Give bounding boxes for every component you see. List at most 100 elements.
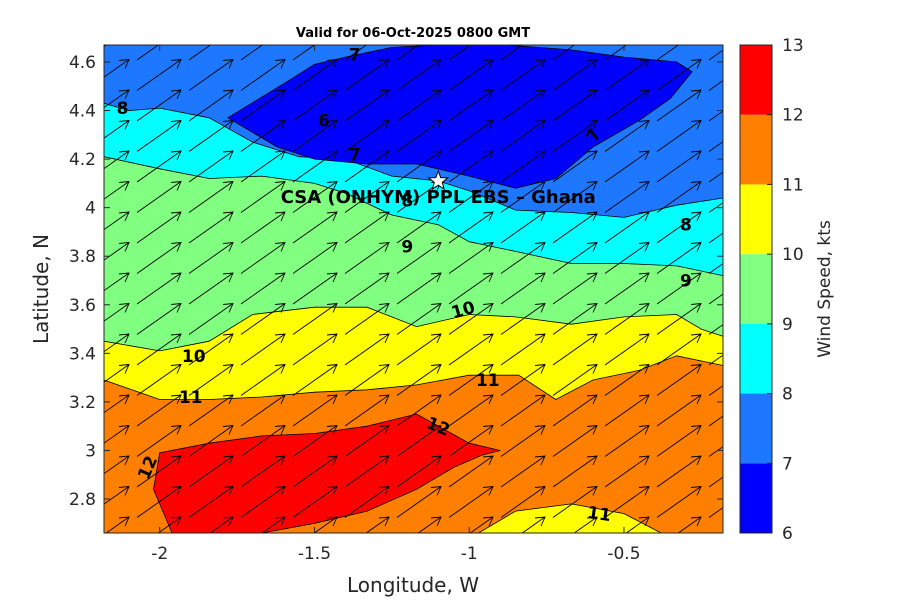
wind-vector-142 bbox=[708, 232, 723, 244]
wind-vector-74 bbox=[552, 363, 598, 396]
y-axis-ticks: 2.8 3 3.2 3.4 3.6 3.8 4 4.2 4.4 4.6 bbox=[69, 53, 723, 510]
wind-vector-91 bbox=[104, 302, 130, 322]
wind-vector-77 bbox=[708, 385, 723, 396]
wind-vector-18 bbox=[344, 485, 390, 518]
x-tick-label-2: -1 bbox=[461, 544, 478, 564]
wind-vector-151 bbox=[500, 180, 546, 213]
wind-vector-186 bbox=[292, 89, 338, 122]
wind-vector-131 bbox=[136, 211, 182, 244]
wind-vector-26 bbox=[104, 455, 130, 475]
wind-vector-210 bbox=[188, 45, 212, 61]
wind-vector-102 bbox=[656, 302, 702, 335]
wind-vector-95 bbox=[292, 302, 338, 335]
wind-vector-29 bbox=[240, 455, 286, 488]
wind-vector-107 bbox=[240, 272, 286, 305]
wind-vector-89 bbox=[656, 333, 702, 366]
wind-vector-60 bbox=[500, 394, 546, 427]
wind-vector-35 bbox=[552, 455, 598, 488]
chart-title: Valid for 06-Oct-2025 0800 GMT bbox=[296, 26, 530, 41]
wind-vector-137 bbox=[448, 211, 494, 244]
wind-vector-15 bbox=[188, 485, 234, 518]
wind-vector-213 bbox=[344, 45, 368, 61]
wind-vector-130 bbox=[104, 211, 130, 231]
wind-vector-27 bbox=[136, 455, 182, 488]
wind-vector-117 bbox=[104, 241, 130, 261]
wind-vector-79 bbox=[136, 333, 182, 366]
wind-vector-99 bbox=[500, 302, 546, 335]
wind-vector-17 bbox=[292, 485, 338, 518]
wind-vector-81 bbox=[240, 333, 286, 366]
wind-vector-98 bbox=[448, 302, 494, 335]
wind-vector-104 bbox=[104, 272, 130, 292]
wind-vector-70 bbox=[344, 363, 390, 396]
wind-vector-166 bbox=[604, 150, 650, 183]
wind-vector-55 bbox=[240, 394, 286, 427]
wind-vector-152 bbox=[552, 180, 598, 213]
wind-vector-169 bbox=[104, 119, 130, 139]
x-axis-label: Longitude, W bbox=[347, 573, 479, 597]
wind-vector-101 bbox=[604, 302, 650, 335]
wind-vector-56 bbox=[292, 394, 338, 427]
wind-vector-216 bbox=[500, 45, 524, 61]
wind-vector-61 bbox=[552, 394, 598, 427]
wind-vector-73 bbox=[500, 363, 546, 396]
wind-vector-50 bbox=[656, 424, 702, 457]
wind-vector-63 bbox=[656, 394, 702, 427]
wind-vector-86 bbox=[500, 333, 546, 366]
wind-vector-197 bbox=[188, 58, 234, 91]
wind-vector-156 bbox=[104, 150, 130, 170]
wind-vector-120 bbox=[240, 241, 286, 274]
wind-vector-204 bbox=[552, 58, 598, 91]
wind-vector-134 bbox=[292, 211, 338, 244]
contour-label-12: 11 bbox=[476, 371, 500, 391]
wind-vector-165 bbox=[552, 150, 598, 183]
colorbar-swatch-1 bbox=[740, 393, 772, 464]
contour-label-11: 11 bbox=[179, 388, 203, 408]
colorbar-tick-label-0: 6 bbox=[782, 524, 793, 544]
wind-vector-21 bbox=[500, 485, 546, 518]
wind-vector-85 bbox=[448, 333, 494, 366]
wind-vector-25 bbox=[708, 507, 723, 518]
wind-vector-172 bbox=[240, 119, 286, 152]
wind-vector-161 bbox=[344, 150, 390, 183]
wind-vector-157 bbox=[136, 150, 182, 183]
wind-vector-75 bbox=[604, 363, 650, 396]
wind-vector-106 bbox=[188, 272, 234, 305]
wind-vector-28 bbox=[188, 455, 234, 488]
wind-vector-206 bbox=[656, 58, 702, 91]
y-axis-label: Latitude, N bbox=[29, 234, 53, 344]
site-marker: CSA (ONHYM) PPL EBS – Ghana bbox=[281, 169, 596, 208]
wind-vector-220 bbox=[708, 49, 723, 61]
contour-label-13: 11 bbox=[586, 503, 612, 526]
site-label: CSA (ONHYM) PPL EBS – Ghana bbox=[281, 187, 596, 208]
wind-vector-207 bbox=[708, 80, 723, 91]
wind-vector-192 bbox=[604, 89, 650, 122]
wind-vector-198 bbox=[240, 58, 286, 91]
wind-vector-139 bbox=[552, 211, 598, 244]
contour-label-5: 8 bbox=[401, 191, 413, 211]
wind-vector-155 bbox=[708, 202, 723, 213]
y-tick-label-8: 4.4 bbox=[69, 102, 96, 122]
wind-vector-92 bbox=[136, 302, 182, 335]
wind-vector-183 bbox=[136, 89, 182, 122]
y-tick-label-9: 4.6 bbox=[69, 53, 96, 73]
y-tick-label-3: 3.4 bbox=[69, 344, 96, 364]
wind-vector-199 bbox=[292, 58, 338, 91]
colorbar-swatch-3 bbox=[740, 254, 772, 324]
wind-vector-182 bbox=[104, 89, 130, 109]
wind-vector-129 bbox=[708, 263, 723, 274]
wind-vector-45 bbox=[396, 424, 442, 457]
wind-vector-190 bbox=[500, 89, 546, 122]
x-tick-label-0: -2 bbox=[151, 544, 168, 564]
y-tick-label-4: 3.6 bbox=[69, 296, 96, 316]
wind-vector-24 bbox=[656, 485, 702, 518]
wind-vector-87 bbox=[552, 333, 598, 366]
contour-label-9: 10 bbox=[182, 347, 206, 367]
wind-vector-214 bbox=[396, 45, 420, 61]
x-tick-label-3: -0.5 bbox=[607, 544, 640, 564]
wind-vector-126 bbox=[552, 241, 598, 274]
wind-vector-185 bbox=[240, 89, 286, 122]
wind-vector-212 bbox=[292, 45, 316, 61]
wind-vector-23 bbox=[604, 485, 650, 518]
wind-vector-42 bbox=[240, 424, 286, 457]
